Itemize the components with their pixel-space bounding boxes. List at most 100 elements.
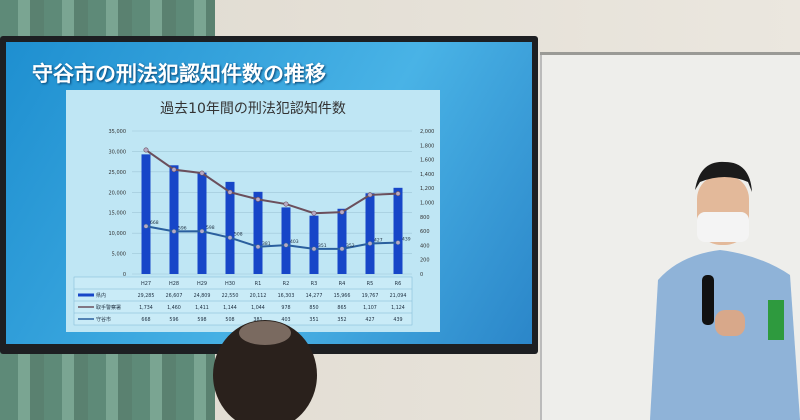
data-label: 427 [374,237,383,243]
legend-label: 県内 [96,292,106,299]
point-取手警察署 [311,210,317,216]
point-守谷市 [283,242,289,248]
point-取手警察署 [283,201,289,207]
table-cell: 598 [197,317,206,323]
legend-label: 守谷市 [96,316,111,323]
data-label: 508 [234,232,243,238]
right-tick-label: 0 [420,272,423,278]
category-label: H29 [197,281,207,287]
table-cell: 21,094 [390,293,407,299]
category-label: R1 [255,281,262,287]
bar-H28 [169,165,179,274]
bar-R1 [253,191,263,274]
table-cell: 29,285 [138,293,155,299]
table-cell: 1,460 [167,305,181,311]
category-label: R6 [395,281,402,287]
category-label: H28 [169,281,179,287]
table-cell: 19,767 [362,293,379,299]
bar-H30 [225,181,235,274]
right-tick-label: 1,400 [420,172,434,178]
right-tick-label: 800 [420,215,430,221]
table-cell: 351 [309,317,318,323]
table-cell: 22,550 [222,293,239,299]
bar-H27 [141,154,151,274]
left-tick-label: 35,000 [109,129,127,135]
bar-H29 [197,172,207,274]
right-tick-label: 1,200 [420,186,434,192]
table-cell: 1,107 [363,305,377,311]
bar-R5 [365,193,375,274]
point-守谷市 [143,223,149,229]
data-label: 403 [290,239,299,245]
point-取手警察署 [143,147,149,153]
table-cell: 1,124 [391,305,405,311]
category-label: R3 [311,281,318,287]
left-tick-label: 20,000 [109,190,127,196]
data-label: 668 [150,220,159,226]
table-cell: 978 [281,305,290,311]
table-cell: 596 [169,317,178,323]
point-取手警察署 [171,167,177,173]
table-cell: 668 [141,317,150,323]
line-取手警察署 [145,149,399,215]
point-守谷市 [199,228,205,234]
left-tick-label: 15,000 [109,211,127,217]
point-取手警察署 [227,189,233,195]
category-label: R4 [339,281,346,287]
table-cell: 427 [365,317,374,323]
right-tick-label: 1,600 [420,158,434,164]
category-label: H27 [141,281,151,287]
table-cell: 508 [225,317,234,323]
point-守谷市 [227,235,233,241]
point-取手警察署 [367,192,373,198]
right-tick-label: 2,000 [420,129,434,135]
police-officer [650,161,800,420]
legend-label: 取手警察署 [96,304,121,311]
data-label: 596 [178,225,187,231]
data-label: 598 [206,225,215,231]
point-守谷市 [367,240,373,246]
data-label: 351 [318,243,327,249]
right-tick-label: 1,800 [420,143,434,149]
audience-head [213,320,317,420]
slide-title: 守谷市の刑法犯認知件数の推移 [32,62,326,86]
table-cell: 850 [309,305,318,311]
right-tick-label: 600 [420,229,430,235]
point-守谷市 [311,246,317,252]
table-cell: 352 [337,317,346,323]
left-tick-label: 10,000 [109,231,127,237]
point-守谷市 [339,246,345,252]
point-取手警察署 [255,196,261,202]
data-label: 352 [346,243,355,249]
point-取手警察署 [199,170,205,176]
bar-R2 [281,207,291,274]
chart-title: 過去10年間の刑法犯認知件数 [160,101,346,117]
point-取手警察署 [395,191,401,197]
table-cell: 1,411 [195,305,209,311]
category-label: R2 [283,281,290,287]
point-取手警察署 [339,209,345,215]
table-cell: 20,112 [250,293,267,299]
table-cell: 381 [253,317,262,323]
category-label: R5 [367,281,374,287]
table-cell: 403 [281,317,290,323]
line-守谷市 [145,225,399,250]
left-tick-label: 0 [123,272,126,278]
category-label: H30 [225,281,235,287]
table-cell: 1,144 [223,305,237,311]
bar-R4 [337,208,347,274]
right-tick-label: 1,000 [420,201,434,207]
table-cell: 16,303 [278,293,295,299]
data-label: 439 [402,237,411,243]
table-cell: 1,734 [139,305,153,311]
point-守谷市 [255,244,261,250]
left-tick-label: 30,000 [109,149,127,155]
data-label: 381 [262,241,271,247]
right-tick-label: 200 [420,258,430,264]
left-tick-label: 25,000 [109,170,127,176]
table-cell: 1,044 [251,305,265,311]
right-tick-label: 400 [420,243,430,249]
point-守谷市 [395,240,401,246]
table-cell: 26,607 [166,293,183,299]
bar-R6 [393,187,403,274]
